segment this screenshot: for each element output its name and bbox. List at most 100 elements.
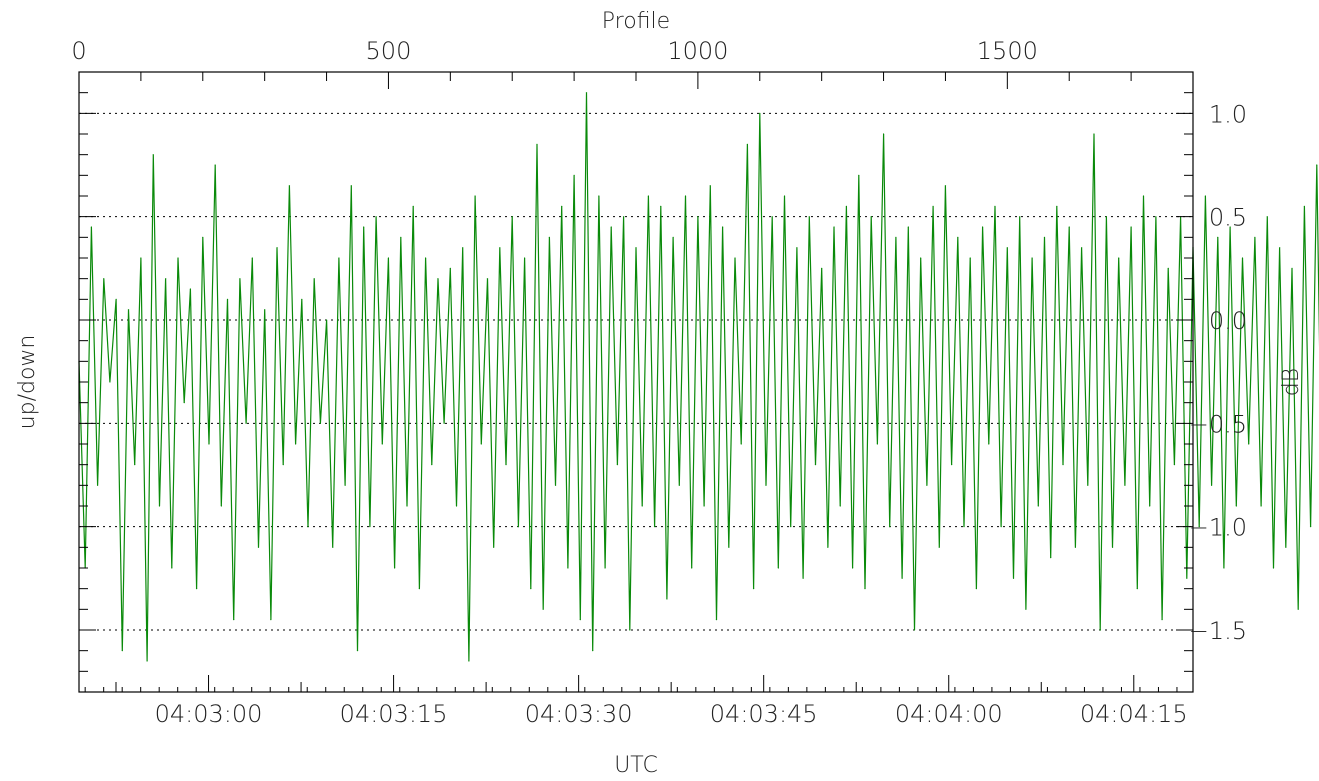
data-point bbox=[951, 464, 953, 466]
data-point bbox=[462, 247, 464, 249]
data-point bbox=[226, 298, 229, 300]
data-point bbox=[134, 464, 136, 466]
data-point bbox=[165, 278, 167, 280]
data-point bbox=[703, 505, 705, 507]
data-point bbox=[1291, 267, 1293, 269]
data-point bbox=[796, 247, 798, 249]
data-point bbox=[319, 422, 321, 424]
data-point bbox=[152, 154, 154, 156]
data-point bbox=[1297, 608, 1299, 610]
data-point bbox=[486, 278, 489, 280]
data-point bbox=[709, 185, 711, 187]
data-point bbox=[406, 505, 408, 507]
data-point bbox=[1161, 619, 1163, 621]
left-axis-ticks bbox=[79, 71, 96, 693]
data-point bbox=[684, 195, 687, 197]
data-point bbox=[1056, 205, 1058, 207]
data-point bbox=[616, 464, 619, 466]
data-point bbox=[264, 309, 266, 311]
bottom-axis-ticks: 04:03:00 04:03:15 04:03:30 04:03:45 04:04:00… bbox=[84, 675, 1188, 728]
data-point bbox=[1142, 195, 1145, 197]
data-point bbox=[802, 577, 804, 579]
data-point bbox=[1279, 247, 1281, 249]
data-point bbox=[1050, 557, 1052, 559]
data-point bbox=[852, 567, 854, 569]
data-point bbox=[530, 588, 532, 590]
data-point bbox=[1043, 236, 1046, 238]
top-tick-label: 500 bbox=[366, 37, 412, 65]
data-point bbox=[821, 267, 823, 269]
data-point bbox=[1093, 133, 1095, 135]
data-point bbox=[653, 526, 656, 528]
data-point bbox=[870, 216, 872, 218]
data-point bbox=[1025, 608, 1027, 610]
data-point bbox=[418, 588, 420, 590]
data-point bbox=[938, 546, 940, 548]
y-tick-label: 0.0 bbox=[1209, 307, 1247, 335]
data-point bbox=[146, 660, 148, 662]
data-point bbox=[573, 174, 575, 176]
data-point bbox=[1223, 567, 1225, 569]
data-point bbox=[288, 185, 291, 187]
data-point bbox=[1316, 164, 1318, 166]
data-point bbox=[1272, 567, 1275, 569]
data-point bbox=[301, 298, 303, 300]
x-axis-label: UTC bbox=[614, 753, 658, 778]
data-point bbox=[412, 205, 414, 207]
data-point bbox=[845, 205, 848, 207]
data-point bbox=[678, 484, 680, 486]
data-point bbox=[511, 216, 513, 218]
data-point bbox=[517, 526, 520, 528]
data-point bbox=[400, 236, 402, 238]
data-point bbox=[759, 112, 761, 114]
data-point bbox=[969, 257, 971, 259]
data-point bbox=[746, 143, 749, 145]
data-point bbox=[177, 257, 179, 259]
x-tick-label: 04:03:30 bbox=[525, 700, 633, 728]
data-point bbox=[1173, 464, 1176, 466]
data-point bbox=[660, 205, 662, 207]
top-tick-label: 0 bbox=[71, 37, 86, 65]
data-point bbox=[722, 226, 724, 228]
y-tick-label: −0.5 bbox=[1189, 410, 1247, 438]
data-point bbox=[957, 236, 959, 238]
data-point bbox=[814, 464, 817, 466]
data-point bbox=[375, 216, 377, 218]
x-tick-label: 04:03:15 bbox=[340, 700, 448, 728]
x-tick-label: 04:03:45 bbox=[710, 700, 818, 728]
y-tick-label: 0.5 bbox=[1209, 204, 1247, 232]
data-point bbox=[214, 164, 216, 166]
data-point bbox=[96, 484, 99, 486]
data-point bbox=[963, 526, 965, 528]
top-axis-label: Profile bbox=[602, 9, 670, 34]
data-point bbox=[295, 443, 297, 445]
data-point bbox=[369, 526, 371, 528]
data-point bbox=[313, 278, 315, 280]
data-point bbox=[932, 205, 934, 207]
y-axis-label: up/down bbox=[15, 335, 40, 430]
data-point bbox=[1037, 505, 1039, 507]
data-point bbox=[276, 247, 278, 249]
data-point bbox=[245, 422, 247, 424]
data-point bbox=[981, 226, 984, 228]
data-point bbox=[1248, 443, 1250, 445]
data-point bbox=[480, 443, 482, 445]
x-tick-label: 04:04:15 bbox=[1080, 700, 1188, 728]
data-point bbox=[889, 526, 891, 528]
data-point bbox=[1136, 588, 1138, 590]
data-point bbox=[592, 650, 594, 652]
data-point bbox=[988, 443, 990, 445]
series-line bbox=[78, 92, 1319, 662]
data-point bbox=[913, 629, 916, 631]
data-point bbox=[1087, 484, 1089, 486]
data-point bbox=[387, 257, 390, 259]
data-point bbox=[1254, 236, 1256, 238]
grid-lines bbox=[79, 112, 1193, 631]
data-point bbox=[567, 567, 569, 569]
data-point bbox=[647, 195, 649, 197]
data-point bbox=[121, 650, 123, 652]
data-point bbox=[1118, 257, 1120, 259]
right-axis-label: dB bbox=[1279, 368, 1304, 396]
data-point bbox=[424, 257, 427, 259]
data-point bbox=[202, 236, 204, 238]
